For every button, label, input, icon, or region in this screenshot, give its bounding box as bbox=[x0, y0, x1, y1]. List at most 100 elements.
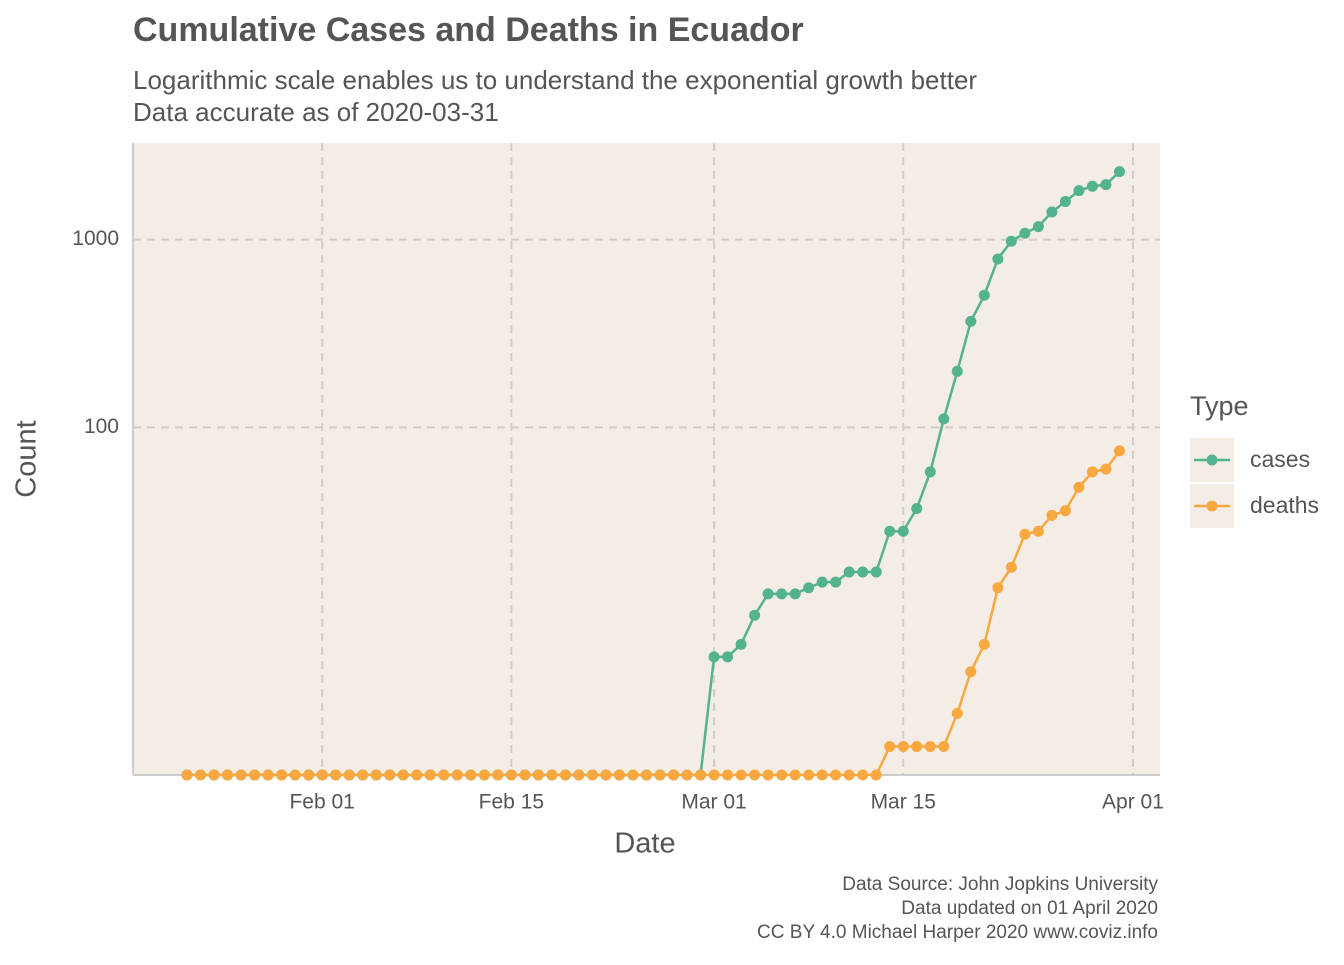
data-point bbox=[695, 769, 707, 781]
data-point bbox=[451, 769, 463, 781]
data-point bbox=[897, 525, 909, 537]
data-point bbox=[803, 769, 815, 781]
data-point bbox=[978, 289, 990, 301]
data-point bbox=[897, 740, 909, 752]
data-point bbox=[438, 769, 450, 781]
data-point bbox=[884, 740, 896, 752]
data-point bbox=[654, 769, 666, 781]
legend-label: deaths bbox=[1250, 492, 1319, 518]
data-point bbox=[870, 769, 882, 781]
data-point bbox=[532, 769, 544, 781]
data-point bbox=[397, 769, 409, 781]
data-point bbox=[816, 576, 828, 588]
data-point bbox=[749, 609, 761, 621]
data-point bbox=[1059, 505, 1071, 517]
x-tick-label: Feb 01 bbox=[289, 791, 354, 814]
data-point bbox=[303, 769, 315, 781]
legend-title: Type bbox=[1190, 391, 1249, 421]
data-point bbox=[1113, 166, 1125, 178]
data-point bbox=[1005, 235, 1017, 247]
data-point bbox=[262, 769, 274, 781]
plot-background bbox=[133, 143, 1160, 775]
data-point bbox=[370, 769, 382, 781]
y-tick-label: 100 bbox=[84, 415, 119, 438]
data-point bbox=[1073, 481, 1085, 493]
data-point bbox=[924, 740, 936, 752]
data-point bbox=[965, 666, 977, 678]
data-point bbox=[1113, 445, 1125, 457]
data-point bbox=[722, 651, 734, 663]
data-point bbox=[708, 769, 720, 781]
data-point bbox=[316, 769, 328, 781]
data-point bbox=[559, 769, 571, 781]
data-point bbox=[343, 769, 355, 781]
data-point bbox=[249, 769, 261, 781]
data-point bbox=[762, 769, 774, 781]
data-point bbox=[424, 769, 436, 781]
data-point bbox=[803, 582, 815, 594]
data-point bbox=[722, 769, 734, 781]
data-point bbox=[573, 769, 585, 781]
chart-subtitle: Data accurate as of 2020-03-31 bbox=[133, 97, 499, 127]
legend-label: cases bbox=[1250, 446, 1310, 472]
data-point bbox=[992, 582, 1004, 594]
data-point bbox=[411, 769, 423, 781]
data-point bbox=[938, 413, 950, 425]
data-point bbox=[1019, 528, 1031, 540]
legend-dot bbox=[1206, 454, 1218, 466]
data-point bbox=[1005, 561, 1017, 573]
y-tick-label: 1000 bbox=[72, 227, 119, 250]
data-point bbox=[843, 769, 855, 781]
data-point bbox=[478, 769, 490, 781]
data-point bbox=[965, 315, 977, 327]
data-point bbox=[627, 769, 639, 781]
chart-subtitle: Logarithmic scale enables us to understa… bbox=[133, 65, 977, 95]
data-point bbox=[222, 769, 234, 781]
caption: CC BY 4.0 Michael Harper 2020 www.coviz.… bbox=[757, 922, 1158, 943]
data-point bbox=[735, 638, 747, 650]
data-point bbox=[1019, 227, 1031, 239]
data-point bbox=[843, 566, 855, 578]
data-point bbox=[749, 769, 761, 781]
data-point bbox=[857, 769, 869, 781]
data-point bbox=[613, 769, 625, 781]
y-axis-title: Count bbox=[11, 420, 43, 497]
data-point bbox=[519, 769, 531, 781]
data-point bbox=[1032, 221, 1044, 233]
data-point bbox=[235, 769, 247, 781]
caption: Data updated on 01 April 2020 bbox=[901, 898, 1158, 919]
data-point bbox=[465, 769, 477, 781]
caption: Data Source: John Jopkins University bbox=[842, 874, 1158, 895]
data-point bbox=[1073, 185, 1085, 197]
data-point bbox=[289, 769, 301, 781]
data-point bbox=[1100, 179, 1112, 191]
data-point bbox=[546, 769, 558, 781]
data-point bbox=[776, 588, 788, 600]
data-point bbox=[384, 769, 396, 781]
series-line bbox=[187, 450, 1121, 777]
data-point bbox=[1086, 466, 1098, 478]
data-point bbox=[978, 638, 990, 650]
data-point bbox=[789, 588, 801, 600]
data-point bbox=[681, 769, 693, 781]
data-point bbox=[492, 769, 504, 781]
data-point bbox=[762, 588, 774, 600]
data-point bbox=[924, 466, 936, 478]
data-point bbox=[600, 769, 612, 781]
x-axis-title: Date bbox=[614, 828, 675, 860]
data-point bbox=[208, 769, 220, 781]
data-point bbox=[195, 769, 207, 781]
data-point bbox=[938, 740, 950, 752]
data-point bbox=[1059, 196, 1071, 208]
data-point bbox=[830, 769, 842, 781]
data-point bbox=[776, 769, 788, 781]
x-tick-label: Feb 15 bbox=[479, 791, 544, 814]
x-tick-label: Mar 15 bbox=[871, 791, 936, 814]
data-point bbox=[708, 651, 720, 663]
data-point bbox=[884, 525, 896, 537]
data-point bbox=[668, 769, 680, 781]
data-point bbox=[1032, 525, 1044, 537]
data-point bbox=[641, 769, 652, 781]
data-point bbox=[1046, 206, 1058, 218]
